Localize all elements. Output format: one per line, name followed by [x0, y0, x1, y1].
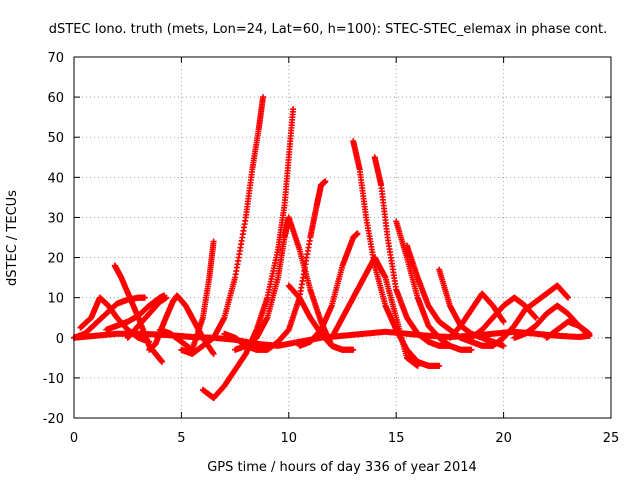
series-21 [446, 290, 507, 341]
data-point [210, 350, 217, 357]
y-tick-label: 50 [47, 131, 64, 146]
series-23 [489, 282, 572, 349]
series-6 [146, 292, 217, 357]
data-point [290, 106, 297, 113]
y-tick-label: 70 [47, 51, 64, 66]
data-point [586, 332, 593, 339]
data-point [159, 358, 166, 365]
y-tick-label: -10 [43, 372, 64, 387]
data-point [163, 294, 170, 301]
series-20 [436, 266, 507, 349]
series-25 [543, 318, 593, 341]
data-point [500, 342, 507, 349]
x-tick-label: 10 [281, 431, 298, 446]
chart-title: dSTEC Iono. truth (mets, Lon=24, Lat=60,… [49, 22, 607, 37]
x-tick-label: 25 [603, 431, 620, 446]
series-16 [350, 138, 443, 369]
data-points [71, 94, 593, 401]
series-8 [156, 238, 217, 353]
data-point [354, 230, 361, 237]
x-tick-label: 20 [495, 431, 512, 446]
y-tick-label: 30 [47, 211, 64, 226]
y-tick-label: 40 [47, 171, 64, 186]
data-point [322, 178, 329, 185]
data-point [500, 318, 507, 325]
x-tick-label: 15 [388, 431, 405, 446]
y-tick-label: 10 [47, 292, 64, 307]
data-point [532, 314, 539, 321]
x-axis-label: GPS time / hours of day 336 of year 2014 [207, 460, 477, 475]
data-point [436, 362, 443, 369]
data-point [260, 94, 267, 101]
y-axis-label: dSTEC / TECUs [5, 190, 20, 286]
data-point [210, 238, 217, 245]
series-12 [232, 214, 346, 353]
series-5 [103, 292, 168, 333]
series-9 [178, 94, 267, 357]
y-tick-label: 0 [56, 332, 64, 347]
y-tick-label: -20 [43, 412, 64, 427]
y-tick-label: 20 [47, 252, 64, 267]
x-tick-label: 5 [177, 431, 185, 446]
series-17 [371, 154, 453, 349]
data-point [141, 294, 148, 301]
axis-ticks: 0 5 10 15 20 25 -20 -10 0 10 20 30 40 50 60 70 [43, 51, 620, 446]
x-tick-label: 0 [70, 431, 78, 446]
series-14 [296, 230, 361, 349]
plot-frame [73, 56, 612, 419]
data-point [565, 294, 572, 301]
y-tick-label: 60 [47, 91, 64, 106]
series-18 [393, 218, 475, 353]
data-point [350, 346, 357, 353]
series-13 [285, 282, 357, 353]
data-point [468, 346, 475, 353]
series-7 [124, 294, 170, 341]
